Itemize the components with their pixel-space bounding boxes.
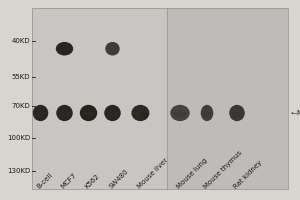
Ellipse shape xyxy=(80,105,97,121)
Ellipse shape xyxy=(229,105,245,121)
FancyBboxPatch shape xyxy=(167,8,288,189)
Text: —MMP9: —MMP9 xyxy=(290,110,300,116)
Ellipse shape xyxy=(56,42,73,56)
Text: MCF7: MCF7 xyxy=(60,172,78,190)
Text: SW480: SW480 xyxy=(108,168,130,190)
Ellipse shape xyxy=(201,105,213,121)
Ellipse shape xyxy=(202,111,211,117)
Ellipse shape xyxy=(131,105,149,121)
Ellipse shape xyxy=(232,111,242,117)
Text: Rat kidney: Rat kidney xyxy=(233,159,263,190)
Ellipse shape xyxy=(82,111,94,117)
Ellipse shape xyxy=(107,111,118,117)
Text: 70KD: 70KD xyxy=(11,103,30,109)
Text: 55KD: 55KD xyxy=(11,74,30,80)
Ellipse shape xyxy=(173,111,187,117)
Ellipse shape xyxy=(134,111,147,117)
Ellipse shape xyxy=(139,112,148,119)
Text: Mouse thymus: Mouse thymus xyxy=(203,150,243,190)
Ellipse shape xyxy=(59,111,70,117)
Ellipse shape xyxy=(56,105,73,121)
Ellipse shape xyxy=(170,105,190,121)
Text: 40KD: 40KD xyxy=(11,38,30,44)
Ellipse shape xyxy=(35,111,46,117)
Text: Mouse liver: Mouse liver xyxy=(136,157,169,190)
Text: Mouse lung: Mouse lung xyxy=(176,157,208,190)
Text: 100KD: 100KD xyxy=(7,135,30,141)
Ellipse shape xyxy=(33,105,48,121)
Ellipse shape xyxy=(104,105,121,121)
Text: 130KD: 130KD xyxy=(7,168,30,174)
Text: K562: K562 xyxy=(84,173,101,190)
FancyBboxPatch shape xyxy=(32,8,167,189)
Ellipse shape xyxy=(105,42,120,56)
Text: B-cell: B-cell xyxy=(36,172,54,190)
